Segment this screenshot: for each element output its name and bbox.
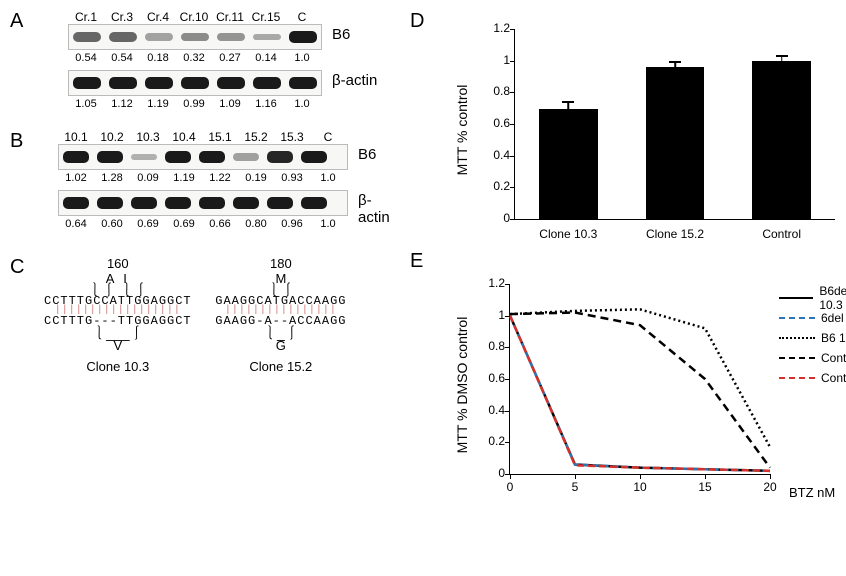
panel-b: B 10.110.210.310.415.115.215.3C B6 1.021… [10, 130, 390, 250]
line-chart-xlabel: BTZ nM [789, 485, 835, 500]
blot-a-b6-label: B6 [332, 26, 350, 43]
panel-e: E MTT % DMSO control 00.20.40.60.811.205… [410, 250, 846, 510]
seq-clone1-pos: 160 [44, 256, 192, 271]
bar [646, 67, 705, 219]
panel-a-label: A [10, 10, 34, 33]
seq-clone2-bot-annot: G [215, 338, 346, 353]
blot-a-actin-values: 1.051.121.190.991.091.161.0 [68, 98, 390, 110]
blot-b-actin-values: 0.640.600.690.690.660.800.961.0 [58, 218, 390, 230]
legend-item: Control [779, 350, 846, 366]
blot-b-b6-label: B6 [358, 146, 376, 163]
panel-e-label: E [410, 250, 434, 510]
panel-b-label: B [10, 130, 34, 153]
bar [539, 109, 598, 219]
line-chart-ylabel: MTT % DMSO control [454, 317, 470, 454]
line-chart-axes: 00.20.40.60.811.205101520 [509, 284, 770, 475]
blot-a-actin-bands [68, 70, 322, 96]
panel-c: C 160 A I ⎱⎰ ⎱⎰ CCTTTGCCATTGGAGGCT |||||… [10, 256, 390, 510]
bar [752, 61, 811, 219]
legend-item: 6del 15.2 [779, 310, 846, 326]
seq-clone2-name: Clone 15.2 [215, 359, 346, 374]
bar-xtick: Control [762, 227, 801, 241]
blot-b-b6-values: 1.021.280.091.191.220.190.931.0 [58, 172, 390, 184]
blot-b-actin-bands [58, 190, 348, 216]
legend-item: B6del 10.3 [779, 290, 846, 306]
line-chart-svg [510, 284, 770, 474]
panel-a: A Cr.1Cr.3Cr.4Cr.10Cr.11Cr.15C B6 0.540.… [10, 10, 390, 130]
legend-item: Control 2 [779, 370, 846, 386]
panel-d: D MTT % control 00.20.40.60.811.2Clone 1… [410, 10, 846, 250]
bar-chart: MTT % control 00.20.40.60.811.2Clone 10.… [464, 10, 846, 250]
seq-clone1: 160 A I ⎱⎰ ⎱⎰ CCTTTGCCATTGGAGGCT |||||||… [44, 256, 192, 374]
seq-clone1-bot-annot: V [44, 338, 192, 353]
blot-a-b6-values: 0.540.540.180.320.270.141.0 [68, 52, 390, 64]
line-chart-legend: B6del 10.3 6del 15.2 B6 15.3 Control Control… [779, 290, 846, 390]
series-line [510, 316, 770, 471]
line-chart: MTT % DMSO control 00.20.40.60.811.20510… [454, 260, 846, 510]
series-line [510, 309, 770, 447]
bar-xtick: Clone 15.2 [646, 227, 704, 241]
seq-clone2-pos: 180 [215, 256, 346, 271]
bar-chart-axes: 00.20.40.60.811.2Clone 10.3Clone 15.2Con… [514, 29, 835, 220]
blot-b-actin-label: β-actin [358, 192, 390, 226]
blot-a-headers: Cr.1Cr.3Cr.4Cr.10Cr.11Cr.15C [68, 10, 390, 24]
series-line [510, 313, 770, 468]
blot-b-b6-bands [58, 144, 348, 170]
series-line [510, 316, 770, 471]
bar-chart-ylabel: MTT % control [454, 85, 470, 176]
blot-b-headers: 10.110.210.310.415.115.215.3C [58, 130, 390, 144]
seq-clone2: 180 M ⎱⎰ GAAGGCATGACCAAGG ||||||||||||||… [215, 256, 346, 374]
bar-xtick: Clone 10.3 [539, 227, 597, 241]
series-line [510, 316, 770, 471]
panel-d-label: D [410, 10, 434, 250]
blot-a-actin-label: β-actin [332, 72, 377, 89]
blot-a-b6-bands [68, 24, 322, 50]
legend-item: B6 15.3 [779, 330, 846, 346]
seq-clone1-name: Clone 10.3 [44, 359, 192, 374]
panel-c-label: C [10, 256, 34, 279]
